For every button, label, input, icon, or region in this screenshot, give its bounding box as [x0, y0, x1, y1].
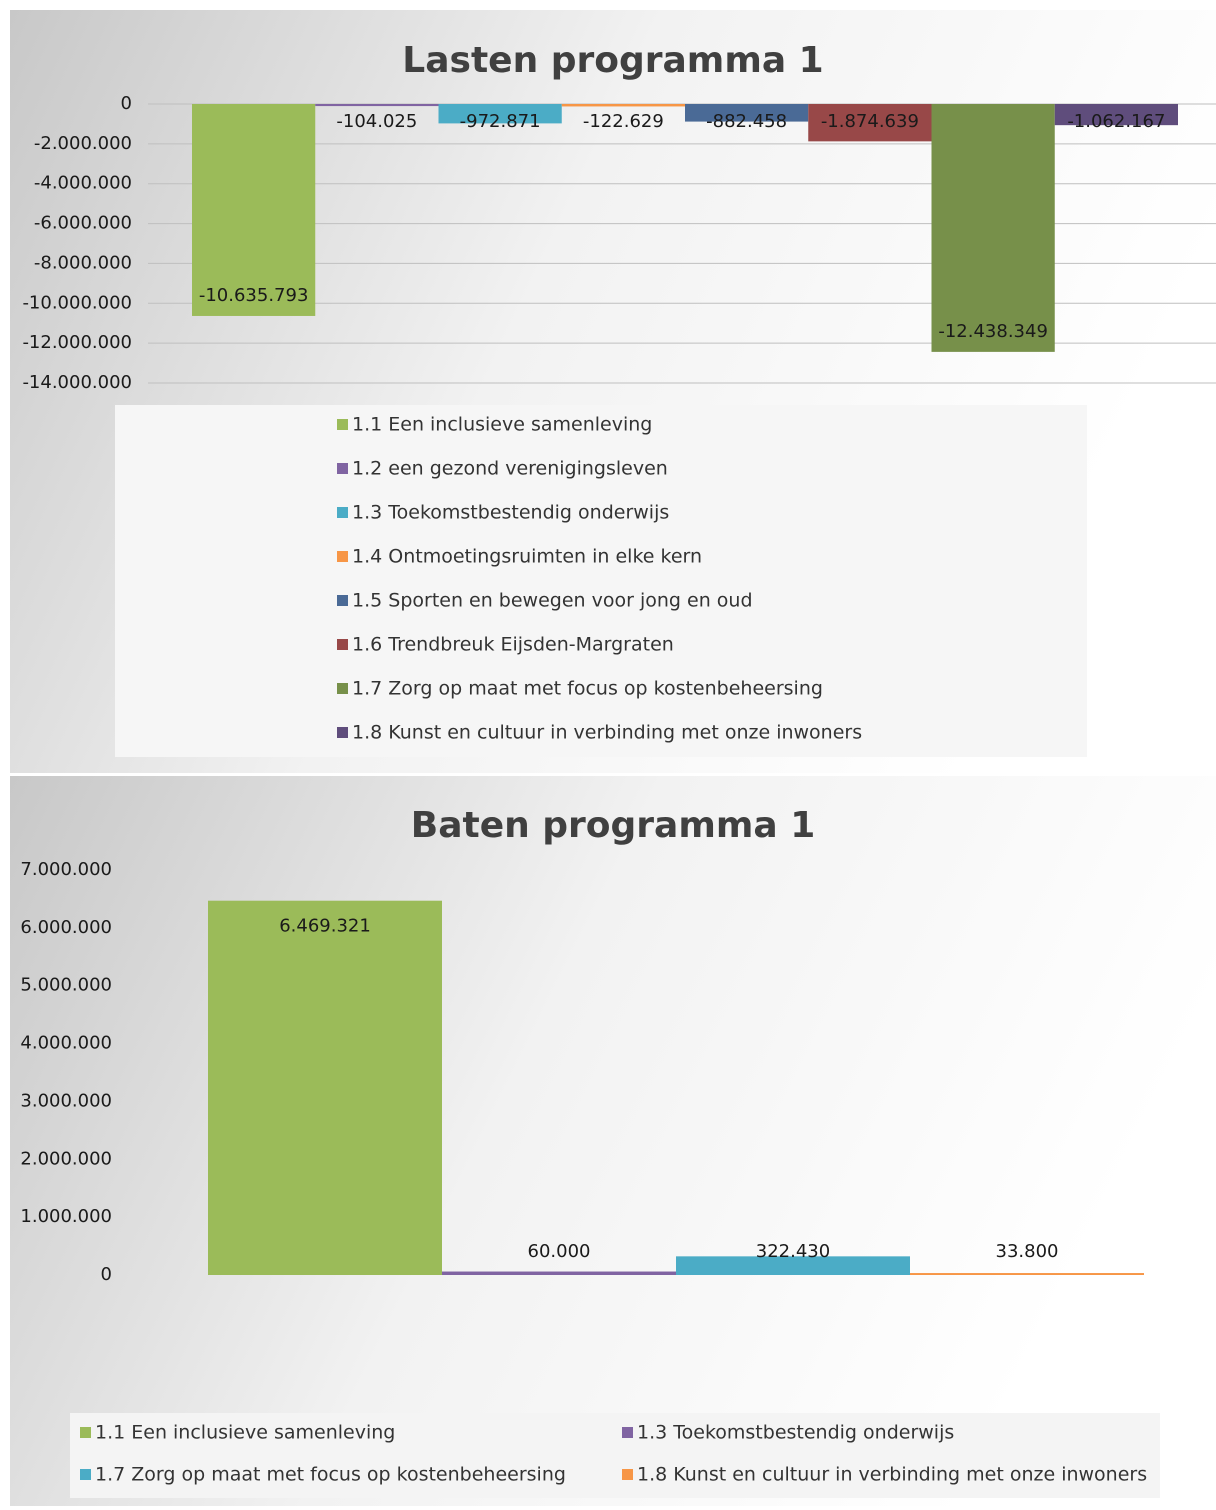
data-label: -882.458 [706, 111, 787, 132]
data-label: -122.629 [583, 111, 664, 132]
bar [808, 104, 932, 142]
bar [442, 1271, 676, 1275]
legend-swatch [80, 1427, 91, 1438]
legend-label: 1.6 Trendbreuk Eijsden-Margraten [352, 634, 674, 656]
legend-label: 1.8 Kunst en cultuur in verbinding met o… [352, 722, 862, 744]
bar [192, 104, 316, 316]
chart-title: Lasten programma 1 [402, 40, 823, 81]
y-tick-label: 4.000.000 [20, 1033, 112, 1054]
legend-label: 1.1 Een inclusieve samenleving [95, 1422, 395, 1444]
legend-label: 1.2 een gezond verenigingsleven [352, 458, 668, 480]
data-label: -12.438.349 [938, 321, 1048, 342]
legend-swatch [337, 595, 348, 606]
legend-swatch [80, 1469, 91, 1480]
chart-title: Baten programma 1 [411, 805, 816, 846]
y-tick-label: -12.000.000 [22, 332, 132, 353]
y-tick-label: -8.000.000 [34, 252, 132, 273]
bar [931, 104, 1055, 352]
y-tick-label: 0 [121, 93, 132, 114]
legend-swatch [337, 727, 348, 738]
legend-swatch [622, 1469, 633, 1480]
chart-bg [10, 776, 1216, 1506]
bar [1054, 104, 1178, 126]
legend-swatch [337, 683, 348, 694]
data-label: -104.025 [336, 111, 417, 132]
y-tick-label: -10.000.000 [22, 292, 132, 313]
legend-swatch [622, 1427, 633, 1438]
bar [315, 104, 439, 107]
y-tick-label: 0 [101, 1264, 112, 1285]
legend-swatch [337, 419, 348, 430]
data-label: -972.871 [460, 111, 541, 132]
legend-label: 1.7 Zorg op maat met focus op kostenbehe… [352, 678, 823, 700]
legend-label: 1.1 Een inclusieve samenleving [352, 414, 652, 436]
bar [561, 104, 685, 107]
legend-label: 1.8 Kunst en cultuur in verbinding met o… [637, 1464, 1147, 1486]
bar [910, 1273, 1144, 1275]
legend-swatch [337, 639, 348, 650]
legend-label: 1.3 Toekomstbestendig onderwijs [352, 502, 669, 524]
y-tick-label: -14.000.000 [22, 372, 132, 393]
legend-swatch [337, 507, 348, 518]
data-label: 33.800 [996, 1241, 1059, 1262]
y-tick-label: 1.000.000 [20, 1206, 112, 1227]
data-label: -10.635.793 [199, 285, 309, 306]
data-label: 6.469.321 [279, 916, 371, 937]
y-tick-label: 3.000.000 [20, 1090, 112, 1111]
legend-swatch [337, 463, 348, 474]
data-label: 60.000 [528, 1241, 591, 1262]
y-tick-label: -4.000.000 [34, 173, 132, 194]
legend-box [70, 1413, 1160, 1498]
y-tick-label: 5.000.000 [20, 975, 112, 996]
y-tick-label: 7.000.000 [20, 859, 112, 880]
legend-label: 1.7 Zorg op maat met focus op kostenbehe… [95, 1464, 566, 1486]
y-tick-label: 2.000.000 [20, 1148, 112, 1169]
bar [208, 900, 442, 1275]
data-label: -1.874.639 [821, 111, 919, 132]
y-tick-label: 6.000.000 [20, 917, 112, 938]
legend-box [115, 405, 1087, 757]
legend-label: 1.4 Ontmoetingsruimten in elke kern [352, 546, 702, 568]
bar [438, 104, 562, 124]
y-tick-label: -6.000.000 [34, 213, 132, 234]
bar [685, 104, 809, 122]
legend-label: 1.3 Toekomstbestendig onderwijs [637, 1422, 954, 1444]
y-tick-label: -2.000.000 [34, 133, 132, 154]
data-label: 322.430 [756, 1241, 830, 1262]
bar [676, 1256, 910, 1275]
legend-swatch [337, 551, 348, 562]
legend-label: 1.5 Sporten en bewegen voor jong en oud [352, 590, 753, 612]
data-label: -1.062.167 [1067, 111, 1165, 132]
